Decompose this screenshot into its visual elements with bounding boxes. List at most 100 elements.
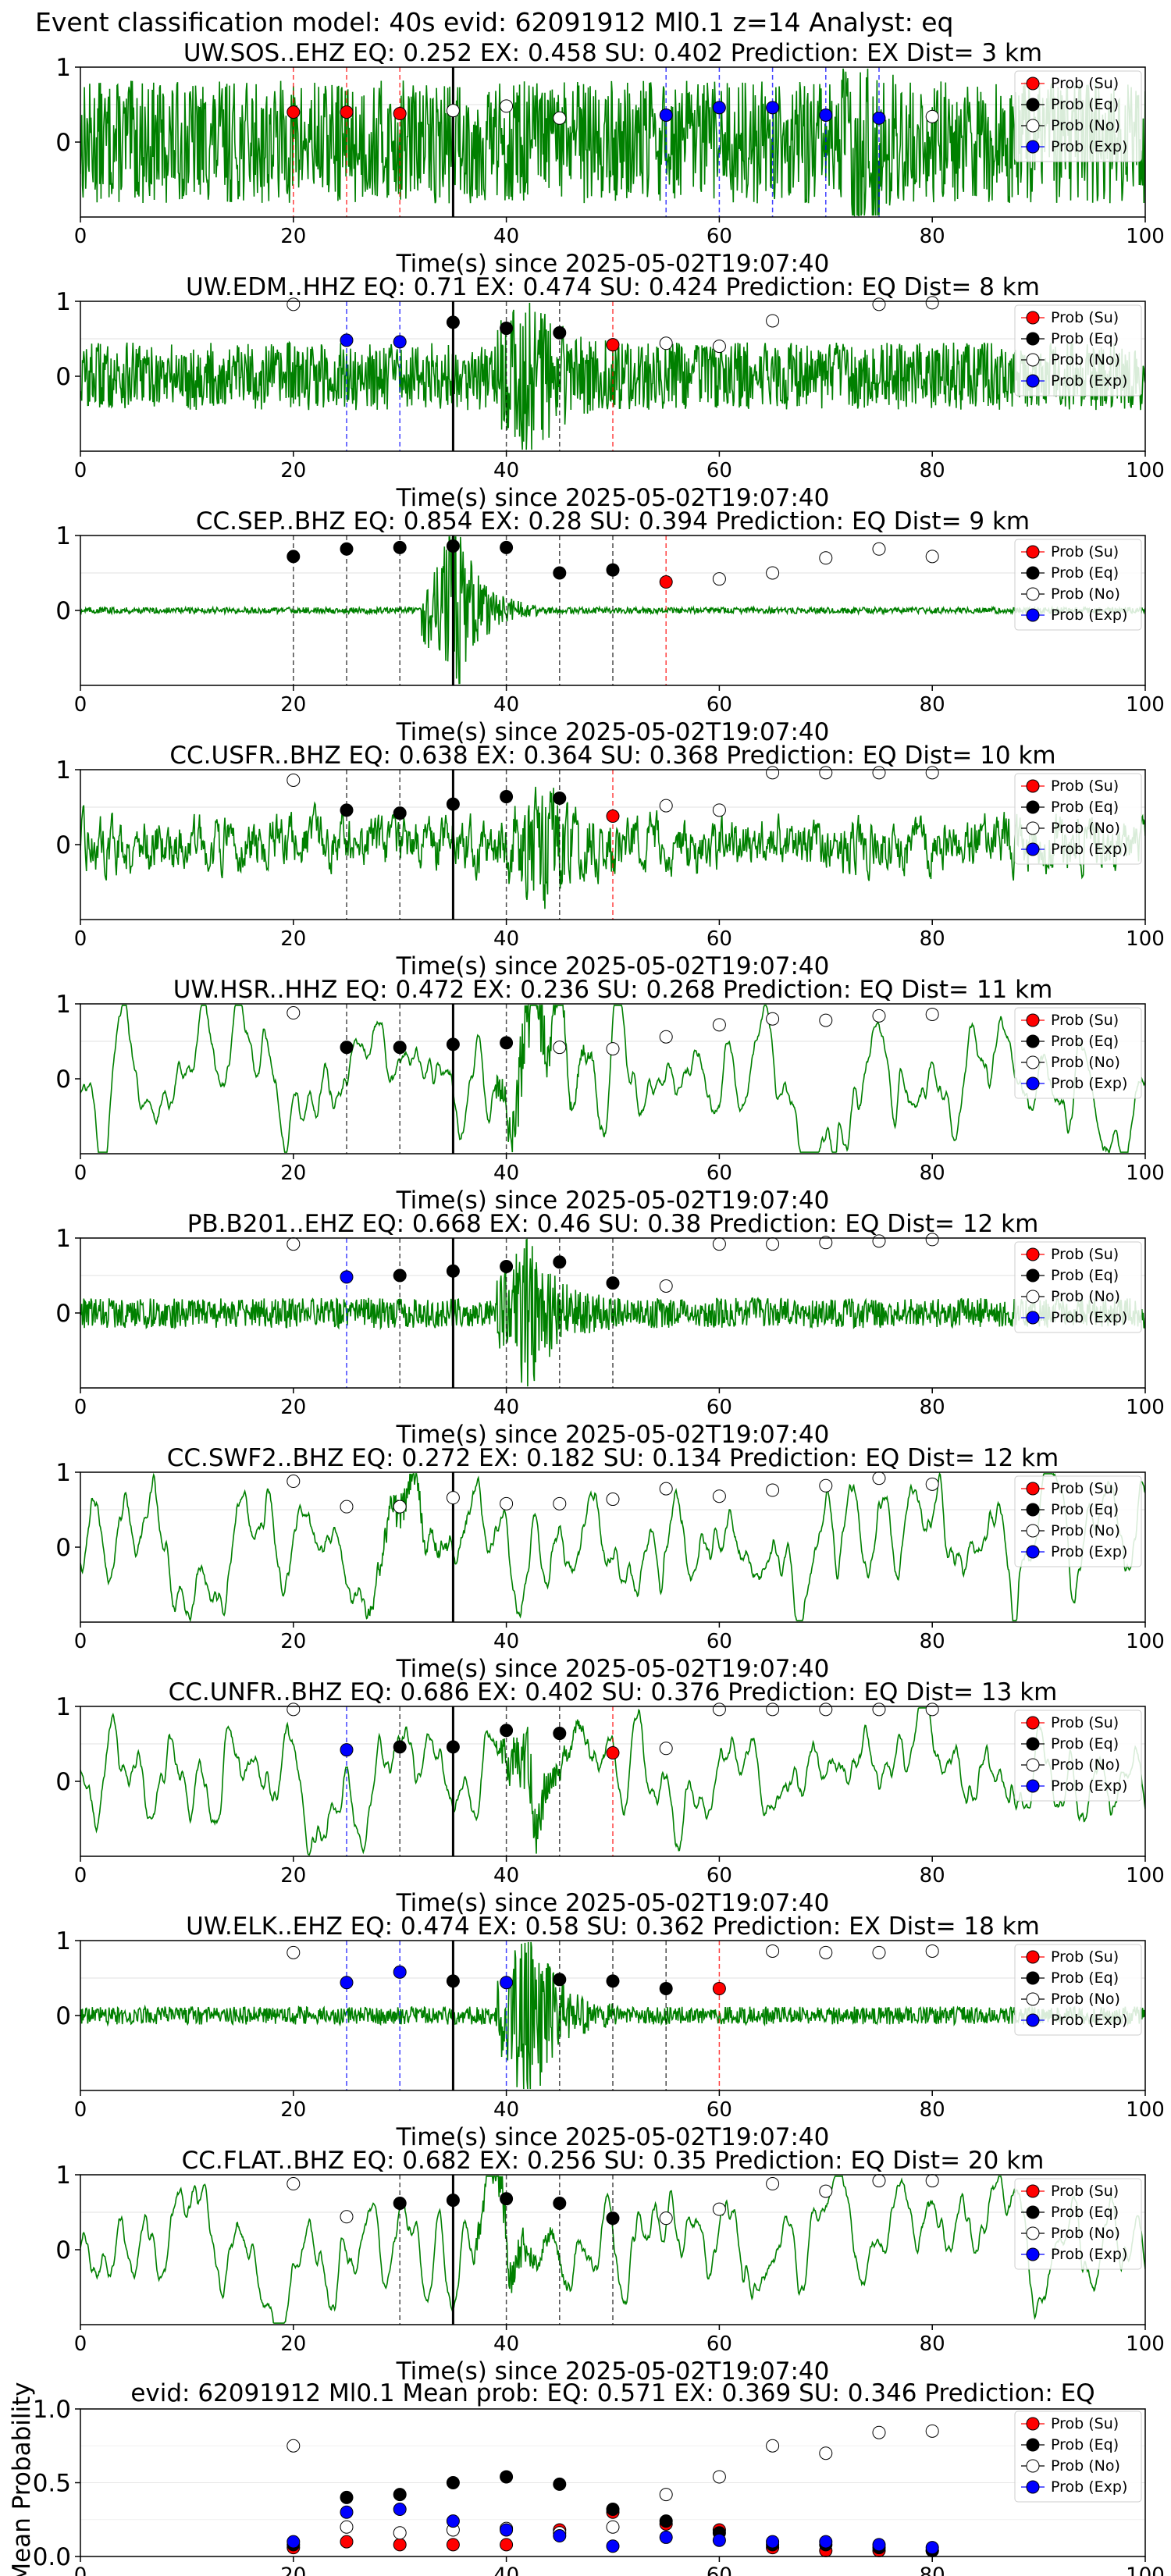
x-tick-label: 80	[920, 1630, 945, 1653]
legend-marker	[1026, 1992, 1040, 2006]
panel-title: UW.EDM..HHZ EQ: 0.71 EX: 0.474 SU: 0.424…	[186, 273, 1040, 301]
prob-point	[446, 1974, 460, 1988]
legend-marker	[1026, 545, 1040, 559]
legend-box	[1014, 773, 1142, 865]
mean-prob-point	[393, 2503, 407, 2517]
legend-label: Prob (Exp)	[1051, 138, 1127, 155]
y-tick-label: 0	[55, 129, 71, 157]
y-tick-label: 0	[55, 831, 71, 859]
x-tick-label: 80	[920, 693, 945, 717]
waveform-trace	[80, 1004, 1145, 1153]
x-tick-label: 0	[74, 2332, 87, 2356]
legend-label: Prob (Su)	[1051, 1948, 1119, 1966]
x-tick-label: 80	[920, 459, 945, 482]
x-tick-label: 100	[1126, 1162, 1165, 1185]
prob-point	[500, 1496, 514, 1510]
legend-marker	[1026, 332, 1040, 346]
mean-prob-point	[553, 2529, 567, 2543]
x-tick-label: 60	[707, 2564, 732, 2576]
prob-point	[340, 803, 354, 817]
prob-point	[659, 2211, 673, 2226]
legend-marker	[1026, 1268, 1040, 1283]
y-tick-label: 0	[55, 2002, 71, 2030]
prob-point	[553, 111, 567, 125]
legend-label: Prob (Eq)	[1051, 1267, 1119, 1284]
legend-label: Prob (Exp)	[1051, 607, 1127, 624]
legend-label: Prob (Exp)	[1051, 1075, 1127, 1092]
station-panel: UW.SOS..EHZ EQ: 0.252 EX: 0.458 SU: 0.40…	[55, 39, 1165, 278]
legend-marker	[1026, 842, 1040, 856]
legend-marker	[1026, 1758, 1040, 1772]
legend-label: Prob (Eq)	[1051, 1033, 1119, 1050]
prob-point	[340, 1270, 354, 1284]
legend-label: Prob (Eq)	[1051, 564, 1119, 582]
prob-point	[925, 1944, 939, 1958]
prob-point	[393, 1268, 407, 1283]
station-panel: CC.SEP..BHZ EQ: 0.854 EX: 0.28 SU: 0.394…	[55, 507, 1165, 746]
mean-prob-point	[872, 2425, 886, 2439]
mean-prob-point	[446, 2476, 460, 2489]
legend-label: Prob (No)	[1051, 1288, 1120, 1305]
x-tick-label: 0	[74, 927, 87, 951]
prob-point	[712, 1703, 726, 1717]
prob-point	[712, 1981, 726, 1995]
station-panel: CC.SWF2..BHZ EQ: 0.272 EX: 0.182 SU: 0.1…	[55, 1444, 1165, 1683]
y-tick-label: 0	[55, 363, 71, 391]
prob-point	[872, 1703, 886, 1717]
x-tick-label: 60	[707, 1396, 732, 1419]
x-tick-label: 40	[493, 2332, 519, 2356]
prob-point	[819, 2184, 833, 2198]
x-tick-label: 20	[280, 2098, 306, 2122]
prob-point	[446, 1740, 460, 1754]
legend-label: Prob (Su)	[1051, 777, 1119, 795]
x-tick-label: 20	[280, 927, 306, 951]
x-tick-label: 40	[493, 459, 519, 482]
prob-point	[819, 1013, 833, 1027]
prob-point	[659, 575, 673, 589]
x-axis-label: Time(s) since 2025-05-02T19:07:40	[396, 2357, 830, 2386]
legend-marker	[1026, 1013, 1040, 1027]
station-panel: UW.ELK..EHZ EQ: 0.474 EX: 0.58 SU: 0.362…	[55, 1912, 1165, 2151]
prob-point	[872, 1471, 886, 1485]
y-tick-label: 1.0	[33, 2396, 71, 2424]
legend-marker	[1026, 374, 1040, 388]
prob-point	[393, 2196, 407, 2210]
x-tick-label: 20	[280, 459, 306, 482]
mean-prob-point	[340, 2505, 354, 2519]
x-tick-label: 40	[493, 1864, 519, 1888]
prob-point	[819, 1478, 833, 1493]
station-panels: UW.SOS..EHZ EQ: 0.252 EX: 0.458 SU: 0.40…	[55, 39, 1165, 2386]
mean-prob-point	[712, 2470, 726, 2484]
prob-point	[606, 809, 620, 824]
x-tick-label: 60	[707, 2332, 732, 2356]
prob-point	[766, 566, 780, 580]
prob-point	[659, 1482, 673, 1496]
prob-point	[553, 566, 567, 580]
legend-marker	[1026, 1524, 1040, 1538]
mean-prob-point	[606, 2520, 620, 2534]
legend-marker	[1026, 2184, 1040, 2198]
legend-label: Prob (No)	[1051, 1991, 1120, 2008]
prob-point	[766, 1703, 780, 1717]
legend-label: Prob (No)	[1051, 585, 1120, 603]
mean-prob-point	[819, 2446, 833, 2460]
legend-label: Prob (Exp)	[1051, 1309, 1127, 1326]
y-tick-label: 0	[55, 1534, 71, 1562]
prob-point	[925, 1233, 939, 1247]
prob-point	[872, 1009, 886, 1023]
x-tick-label: 20	[280, 2564, 306, 2576]
x-axis-label: Time(s) since 2025-05-02T19:07:40	[396, 2123, 830, 2151]
legend-marker	[1026, 2480, 1040, 2494]
legend-label: Prob (Su)	[1051, 543, 1119, 560]
prob-point	[500, 1724, 514, 1738]
mean-prob-point	[500, 2523, 514, 2537]
legend-marker	[1026, 2438, 1040, 2452]
x-tick-label: 60	[707, 1864, 732, 1888]
legend-marker	[1026, 140, 1040, 154]
prob-point	[446, 539, 460, 553]
station-panel: CC.UNFR..BHZ EQ: 0.686 EX: 0.402 SU: 0.3…	[55, 1678, 1165, 1917]
prob-point	[606, 1974, 620, 1988]
legend-label: Prob (Su)	[1051, 2415, 1119, 2432]
x-tick-label: 80	[920, 225, 945, 248]
